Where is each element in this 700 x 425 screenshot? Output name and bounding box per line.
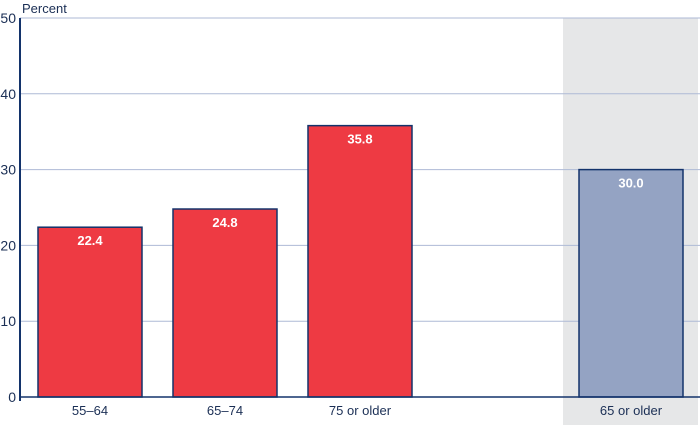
x-category-label: 75 or older [329,403,392,418]
y-tick-label: 20 [0,237,16,253]
data-label: 35.8 [347,132,372,147]
data-label: 24.8 [212,215,237,230]
y-axis-label: Percent [22,1,67,16]
x-category-label: 65–74 [207,403,243,418]
data-label: 30.0 [618,176,643,191]
y-tick-label: 30 [0,162,16,178]
x-category-label: 65 or older [600,403,663,418]
bar [37,226,143,398]
data-label: 22.4 [77,233,103,248]
y-tick-label: 0 [8,389,16,405]
y-tick-label: 40 [0,86,16,102]
bar [172,208,278,398]
bar [578,168,684,398]
x-category-label: 55–64 [72,403,108,418]
y-tick-label: 10 [0,313,16,329]
y-tick-label: 50 [0,10,16,26]
bar [307,124,413,398]
